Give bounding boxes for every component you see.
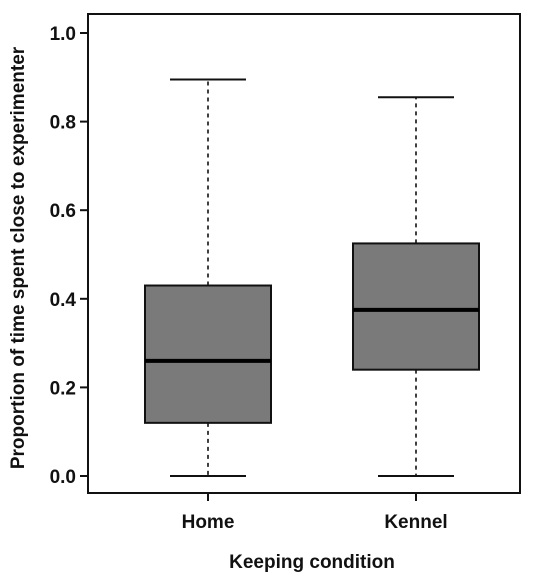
iqr-box: [352, 242, 480, 371]
y-tick-label: 0.4: [50, 290, 77, 311]
y-tick-label: 0.2: [50, 378, 76, 399]
x-tick-label-kennel: Kennel: [384, 512, 447, 533]
iqr-box: [144, 284, 272, 424]
y-tick-label: 0.0: [50, 467, 76, 488]
y-axis: 0.0 0.2 0.4 0.6 0.8 1.0: [50, 24, 88, 488]
x-tick-label-home: Home: [182, 512, 235, 533]
y-axis-title: Proportion of time spent close to experi…: [8, 46, 29, 469]
plot-frame: [87, 13, 521, 494]
box-kennel: [352, 96, 480, 477]
x-axis-title: Keeping condition: [229, 552, 395, 573]
y-tick-label: 0.6: [50, 201, 76, 222]
boxes-layer: [144, 78, 480, 477]
x-axis: Home Kennel: [182, 493, 448, 533]
y-tick-label: 0.8: [50, 113, 76, 134]
box-home: [144, 78, 272, 477]
y-tick-label: 1.0: [50, 24, 76, 45]
